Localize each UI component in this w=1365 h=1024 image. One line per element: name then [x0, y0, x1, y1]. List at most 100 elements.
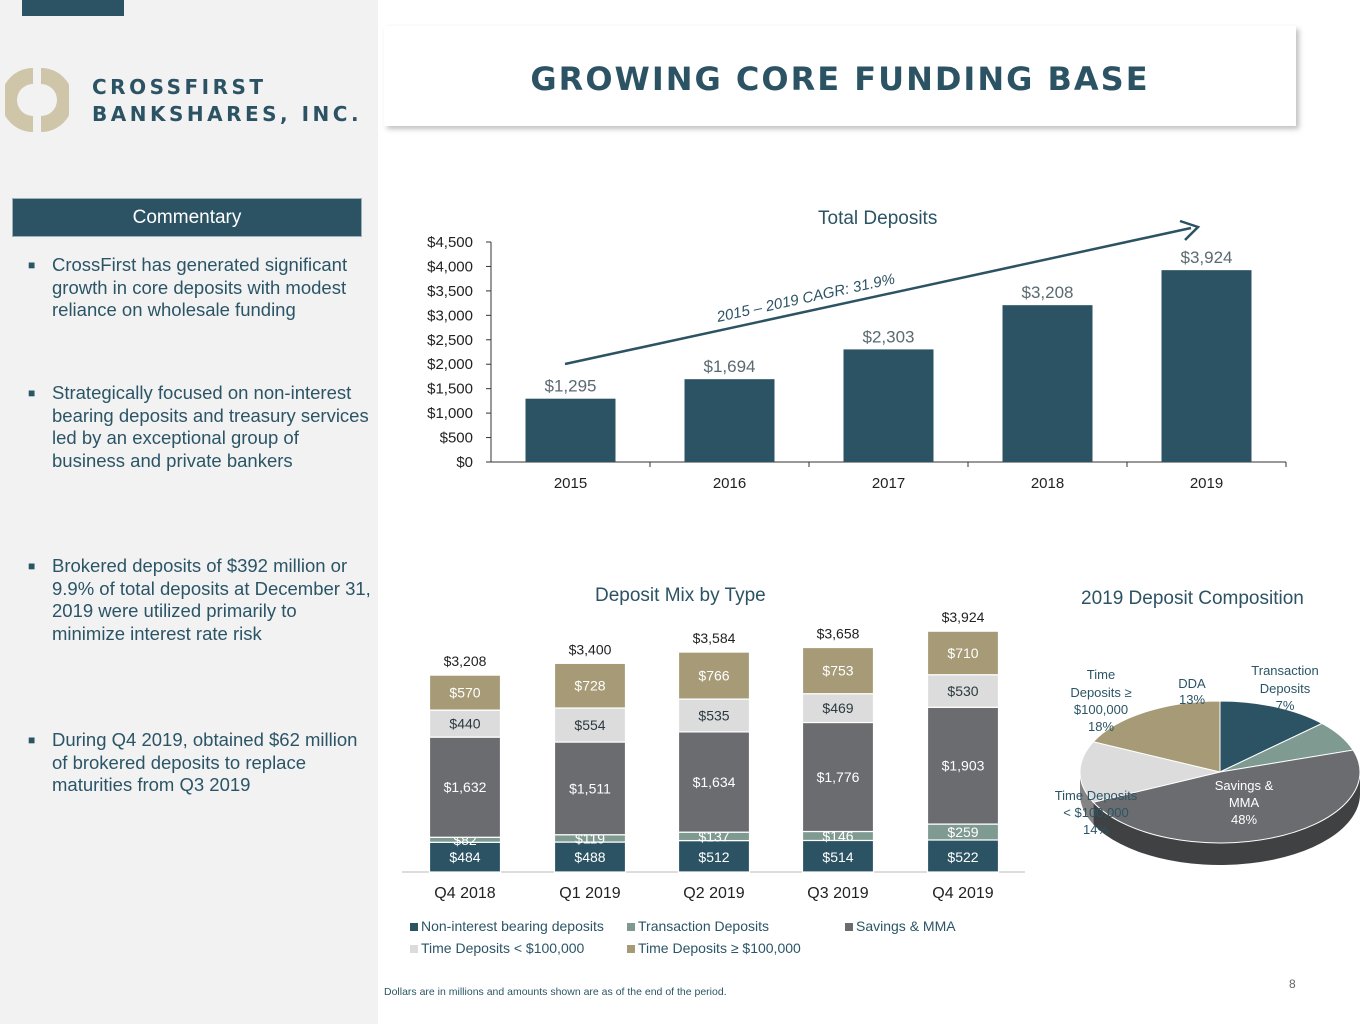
segment-value-label: $535	[698, 707, 729, 723]
x-tick-label: 2016	[713, 475, 746, 492]
pie-slice-name: Time Deposits	[1055, 788, 1138, 803]
sidebar-panel	[0, 0, 378, 1024]
pie-slice	[1079, 741, 1221, 803]
top-accent-bar	[22, 0, 124, 16]
pie-slice-name: < $100,000	[1063, 805, 1128, 820]
bullet-marker: ■	[28, 258, 36, 272]
deposit-mix-title: Deposit Mix by Type	[595, 585, 766, 606]
total-deposit-bar	[684, 379, 775, 462]
legend-swatch	[410, 945, 418, 953]
bullet-marker: ■	[28, 386, 36, 400]
x-tick-label: 2017	[872, 475, 905, 492]
segment-value-label: $728	[574, 678, 605, 694]
y-tick-label: $4,000	[427, 258, 473, 275]
bar-value-label: $1,694	[704, 357, 756, 376]
commentary-bullet: ■ CrossFirst has generated significant g…	[28, 254, 373, 322]
pie-slice-percent: 14%	[1083, 822, 1109, 837]
commentary-text: Brokered deposits of $392 million or 9.9…	[52, 555, 371, 645]
bullet-marker: ■	[28, 559, 36, 573]
total-deposit-bar	[1002, 305, 1093, 462]
legend-swatch	[845, 923, 853, 931]
y-tick-label: $2,500	[427, 332, 473, 349]
legend-label: Transaction Deposits	[638, 918, 769, 934]
pie-slice-name: Deposits	[1260, 681, 1311, 696]
crossfirst-logo-icon	[5, 68, 69, 132]
cagr-arrow	[564, 226, 1192, 366]
commentary-text: Strategically focused on non-interest be…	[52, 382, 369, 472]
total-deposits-title: Total Deposits	[818, 208, 938, 229]
segment-value-label: $1,632	[444, 779, 487, 795]
segment-value-label: $1,776	[817, 769, 860, 785]
segment-value-label: $1,903	[942, 758, 985, 774]
bar-value-label: $3,208	[1022, 283, 1074, 302]
segment-value-label: $440	[449, 716, 480, 732]
segment-value-label: $530	[947, 683, 978, 699]
deposit-mix-segment	[428, 709, 502, 738]
segment-value-label: $766	[698, 668, 729, 684]
commentary-text: CrossFirst has generated significant gro…	[52, 254, 348, 321]
mix-category-label: Q4 2018	[434, 885, 495, 902]
segment-value-label: $1,511	[569, 780, 611, 796]
deposit-mix-segment	[428, 841, 502, 873]
legend-swatch	[627, 945, 635, 953]
deposit-mix-segment	[926, 706, 1000, 825]
deposit-mix-segment	[428, 736, 502, 838]
pie-slice-name: DDA	[1178, 676, 1206, 691]
segment-value-label: $469	[822, 700, 853, 716]
deposit-mix-segment	[553, 741, 627, 836]
cagr-arrowhead	[1179, 219, 1201, 241]
y-tick-label: $3,000	[427, 307, 473, 324]
deposit-mix-segment	[801, 693, 875, 724]
pie-slice-name: Time	[1087, 667, 1115, 682]
total-deposit-bar	[525, 398, 616, 462]
pie-slice-percent: 7%	[1276, 698, 1295, 713]
deposit-mix-segment	[553, 662, 627, 709]
pie-slice-side	[1093, 772, 1360, 866]
segment-value-label: $710	[947, 645, 978, 661]
mix-category-label: Q3 2019	[807, 885, 868, 902]
mix-category-label: Q4 2019	[932, 885, 993, 902]
company-name: CROSSFIRST BANKSHARES, INC.	[92, 74, 362, 128]
x-tick-label: 2015	[554, 475, 587, 492]
pie-slice-name: Deposits ≥	[1070, 685, 1131, 700]
commentary-bullet: ■ During Q4 2019, obtained $62 million o…	[28, 729, 373, 797]
stack-total-label: $3,400	[569, 641, 612, 657]
deposit-mix-segment	[677, 651, 751, 700]
deposit-mix-segment	[677, 731, 751, 833]
company-name-line1: CROSSFIRST	[92, 75, 267, 99]
stack-total-label: $3,658	[817, 626, 860, 642]
bullet-marker: ■	[28, 733, 36, 747]
segment-value-label: $570	[449, 685, 480, 701]
total-deposit-bar	[843, 349, 934, 462]
mix-category-label: Q2 2019	[683, 885, 744, 902]
legend-label: Savings & MMA	[856, 918, 956, 934]
y-tick-label: $500	[440, 430, 473, 447]
pie-slice	[1092, 700, 1221, 773]
footnote: Dollars are in millions and amounts show…	[384, 986, 727, 998]
stack-total-label: $3,584	[693, 630, 736, 646]
segment-value-label: $488	[574, 849, 605, 865]
bar-value-label: $3,924	[1181, 248, 1233, 267]
segment-value-label: $554	[574, 717, 605, 733]
deposit-mix-segment	[428, 674, 502, 711]
pie-slice-name: MMA	[1229, 795, 1260, 810]
commentary-bullet: ■ Brokered deposits of $392 million or 9…	[28, 555, 373, 646]
mix-category-label: Q1 2019	[559, 885, 620, 902]
deposit-mix-segment	[801, 721, 875, 833]
pie-slice-percent: 48%	[1231, 812, 1257, 827]
segment-value-label: $484	[449, 849, 480, 865]
pie-slice	[1219, 700, 1324, 773]
company-name-line2: BANKSHARES, INC.	[92, 102, 363, 126]
page-number: 8	[1289, 977, 1296, 991]
y-tick-label: $2,000	[427, 356, 473, 373]
stack-total-label: $3,924	[942, 609, 985, 625]
pie-slice-name: Transaction	[1251, 663, 1318, 678]
y-tick-label: $3,500	[427, 283, 473, 300]
commentary-heading: Commentary	[12, 198, 362, 237]
deposit-mix-segment	[801, 839, 875, 873]
pie-slice-name: $100,000	[1074, 702, 1128, 717]
segment-value-label: $512	[698, 849, 729, 865]
total-deposit-bar	[1161, 270, 1252, 462]
commentary-bullet: ■ Strategically focused on non-interest …	[28, 382, 373, 473]
